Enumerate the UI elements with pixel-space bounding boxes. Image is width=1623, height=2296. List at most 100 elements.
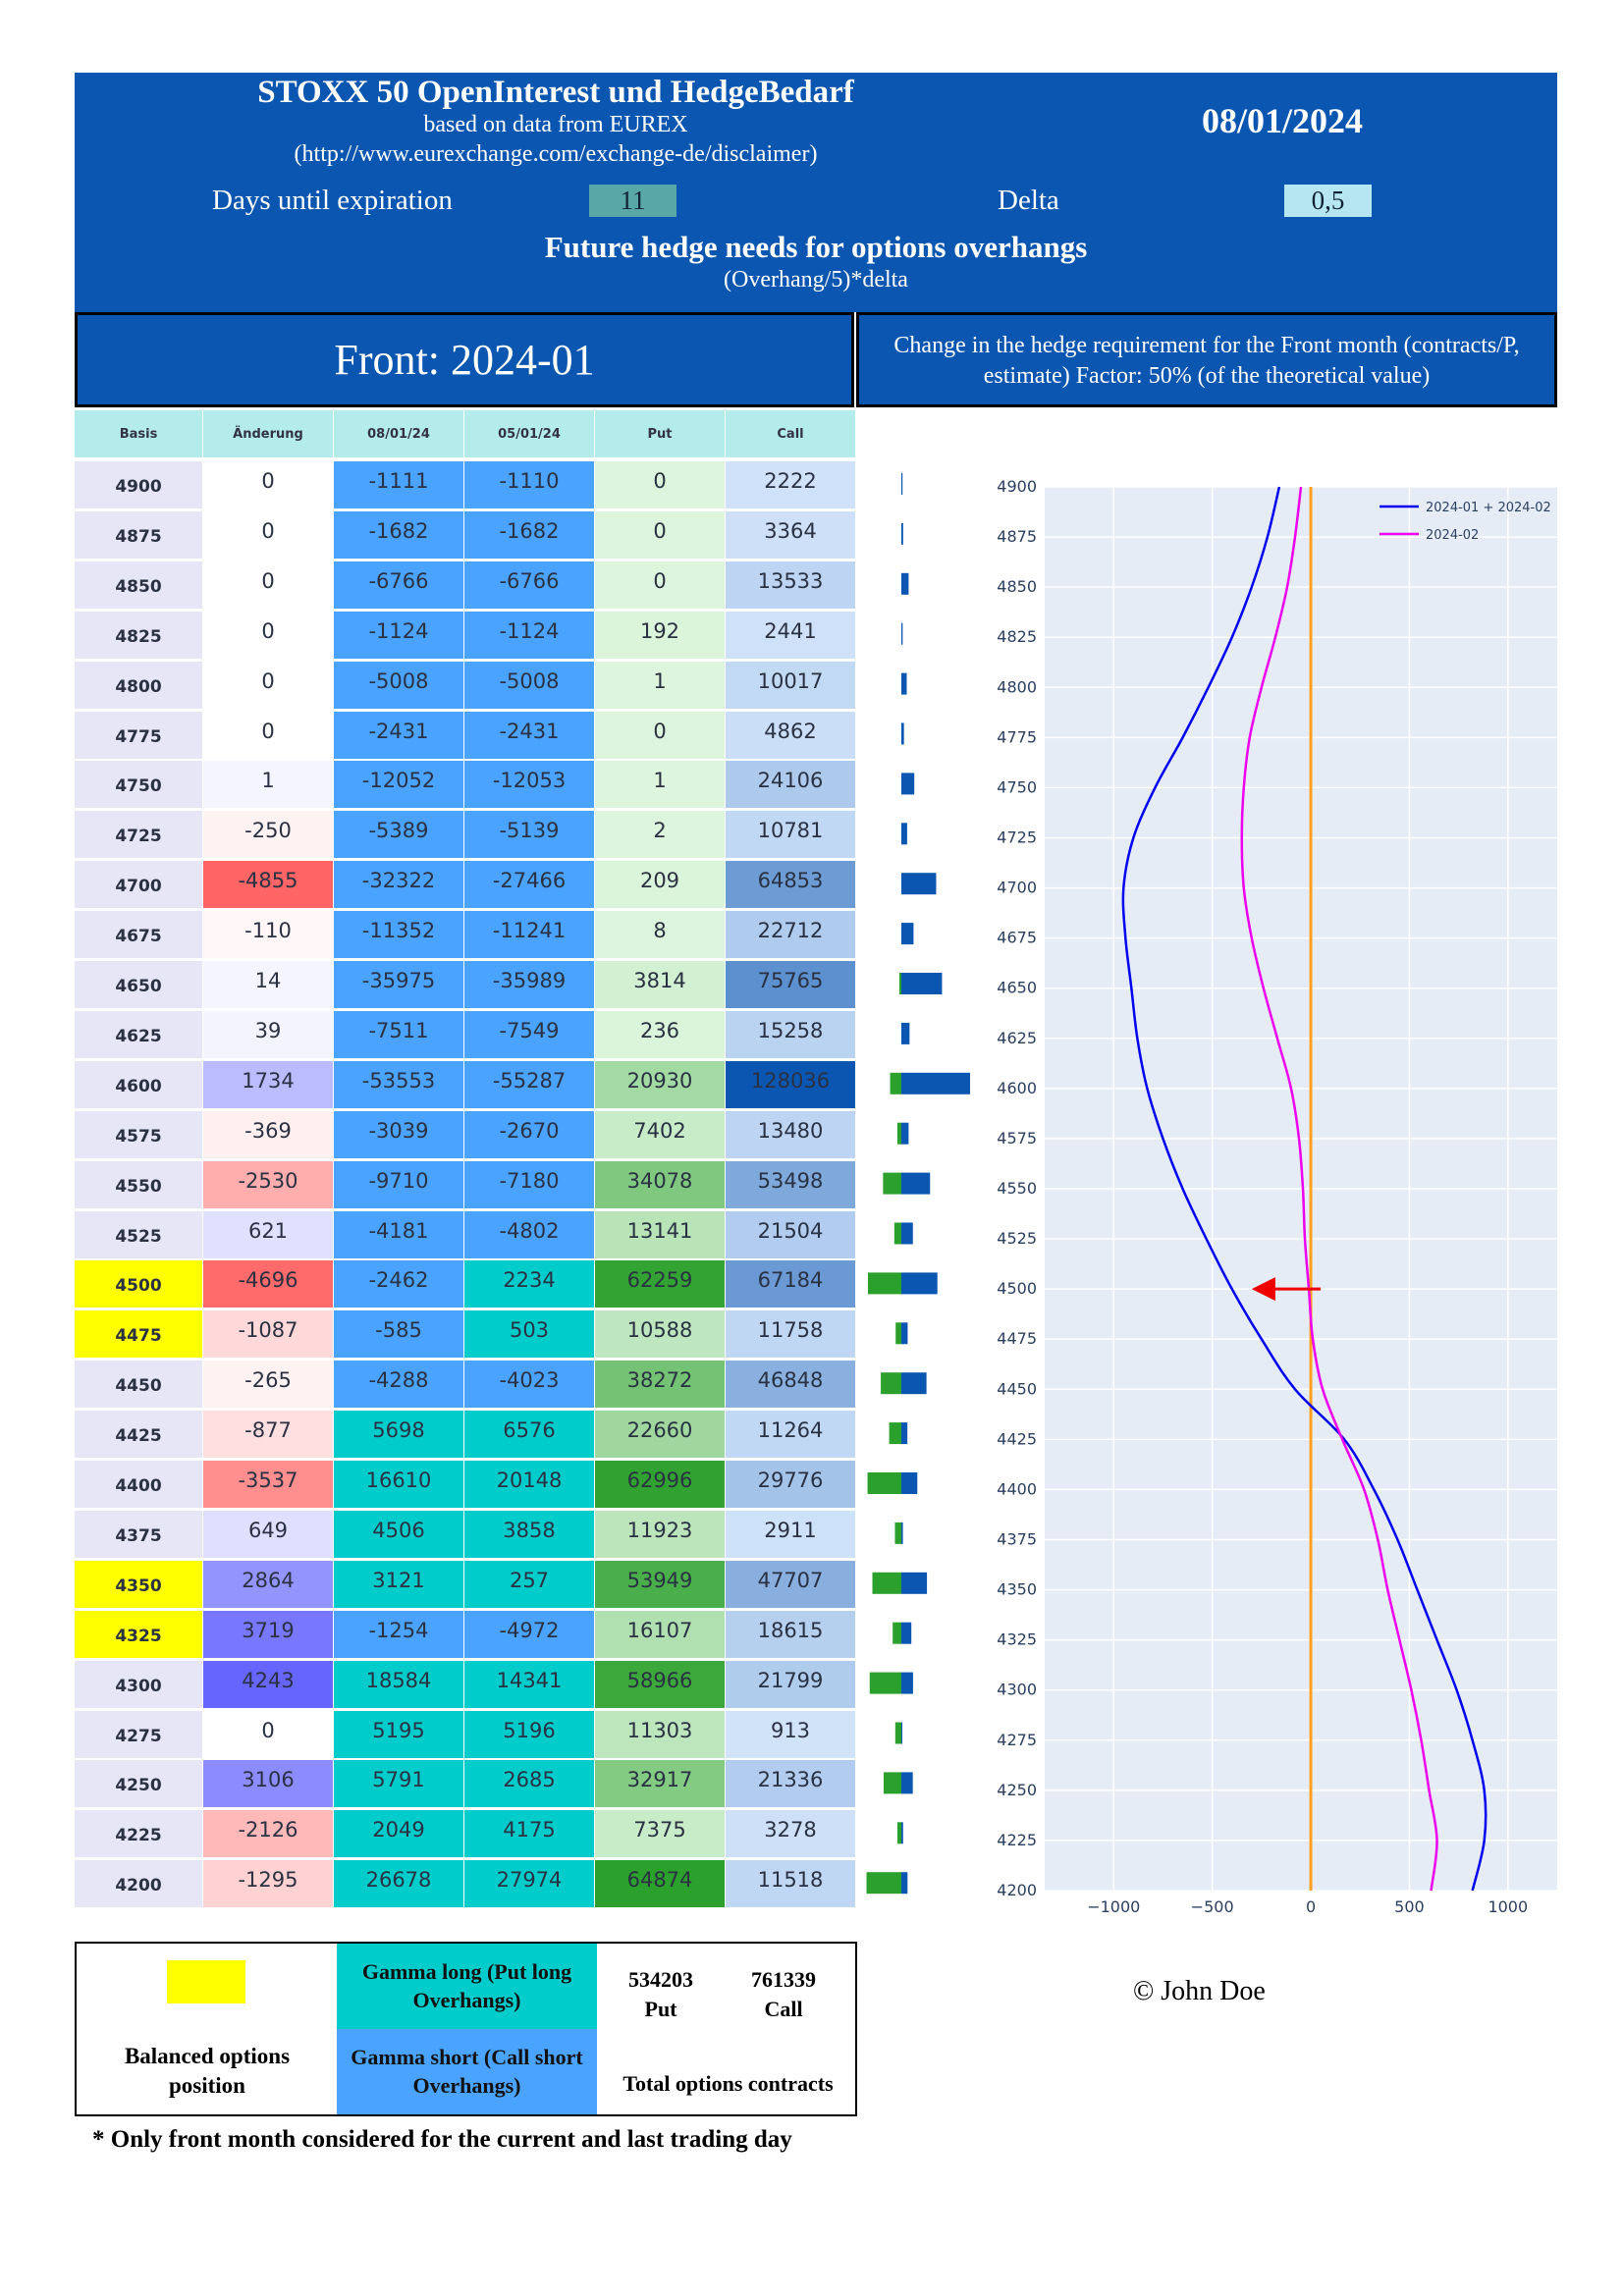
change-cell: -3537 xyxy=(203,1461,334,1509)
basis-cell: 4300 xyxy=(75,1660,203,1709)
put-cell: 209 xyxy=(595,861,726,910)
previous-hedge-cell: 27974 xyxy=(464,1860,595,1909)
y-tick-label: 4225 xyxy=(997,1831,1037,1849)
previous-hedge-cell: -2431 xyxy=(464,711,595,760)
call-cell: 2911 xyxy=(726,1510,856,1559)
call-bar xyxy=(901,1672,913,1694)
call-bar xyxy=(901,823,907,845)
put-call-bars xyxy=(866,473,970,1895)
basis-cell: 4325 xyxy=(75,1610,203,1659)
previous-hedge-cell: -55287 xyxy=(464,1060,595,1109)
header-banner: STOXX 50 OpenInterest und HedgeBedarf ba… xyxy=(75,73,1557,312)
x-tick-label: 500 xyxy=(1394,1897,1425,1916)
put-cell: 1 xyxy=(595,761,726,810)
put-cell: 64874 xyxy=(595,1860,726,1909)
call-cell: 128036 xyxy=(726,1060,856,1109)
column-header: Basis xyxy=(75,410,203,458)
y-tick-label: 4875 xyxy=(997,527,1037,546)
call-cell: 11264 xyxy=(726,1411,856,1460)
change-cell: 2864 xyxy=(203,1560,334,1609)
call-bar xyxy=(901,1072,970,1095)
current-hedge-cell: -2462 xyxy=(334,1260,464,1309)
put-cell: 7402 xyxy=(595,1110,726,1159)
change-cell: 649 xyxy=(203,1510,334,1559)
y-tick-label: 4300 xyxy=(997,1681,1037,1699)
change-cell: 39 xyxy=(203,1010,334,1059)
y-tick-label: 4575 xyxy=(997,1129,1037,1148)
total-contracts-label: Total options contracts xyxy=(622,2071,834,2096)
hedge-formula: (Overhang/5)*delta xyxy=(724,267,908,293)
change-cell: -2126 xyxy=(203,1810,334,1859)
delta-value: 0,5 xyxy=(1284,185,1372,217)
put-cell: 0 xyxy=(595,711,726,760)
previous-hedge-cell: -2670 xyxy=(464,1110,595,1159)
y-tick-label: 4650 xyxy=(997,979,1037,997)
legend-box: Balanced options position Gamma long (Pu… xyxy=(75,1942,857,2116)
basis-cell: 4425 xyxy=(75,1411,203,1460)
y-tick-label: 4400 xyxy=(997,1479,1037,1498)
basis-cell: 4375 xyxy=(75,1510,203,1559)
call-bar xyxy=(901,1472,918,1494)
legend-label-1: 2024-01 + 2024-02 xyxy=(1426,501,1551,515)
current-hedge-cell: -53553 xyxy=(334,1060,464,1109)
y-tick-label: 4825 xyxy=(997,627,1037,646)
put-cell: 2 xyxy=(595,811,726,860)
report-date: 08/01/2024 xyxy=(1201,101,1363,140)
current-hedge-cell: -1254 xyxy=(334,1610,464,1659)
call-bar xyxy=(901,522,903,545)
put-bar xyxy=(866,1872,901,1895)
put-cell: 192 xyxy=(595,611,726,660)
current-hedge-cell: 5791 xyxy=(334,1760,464,1809)
y-tick-label: 4350 xyxy=(997,1580,1037,1599)
current-hedge-cell: 2049 xyxy=(334,1810,464,1859)
put-bar xyxy=(896,1122,901,1145)
change-cell: 0 xyxy=(203,561,334,610)
put-bar xyxy=(867,1272,901,1295)
current-hedge-cell: -1682 xyxy=(334,510,464,560)
y-tick-label: 4725 xyxy=(997,828,1037,847)
change-cell: 0 xyxy=(203,661,334,710)
change-cell: 1 xyxy=(203,761,334,810)
front-month-label: Front: 2024-01 xyxy=(75,312,854,407)
previous-hedge-cell: -27466 xyxy=(464,861,595,910)
current-hedge-cell: -9710 xyxy=(334,1160,464,1209)
disclaimer-link[interactable]: (http://www.eurexchange.com/exchange-de/… xyxy=(294,141,818,167)
basis-cell: 4750 xyxy=(75,761,203,810)
current-hedge-cell: -5008 xyxy=(334,661,464,710)
previous-hedge-cell: 14341 xyxy=(464,1660,595,1709)
basis-cell: 4600 xyxy=(75,1060,203,1109)
call-cell: 11758 xyxy=(726,1310,856,1360)
change-cell: -877 xyxy=(203,1411,334,1460)
previous-hedge-cell: -7180 xyxy=(464,1160,595,1209)
y-tick-label: 4250 xyxy=(997,1781,1037,1799)
call-bar xyxy=(901,773,915,795)
previous-hedge-cell: 503 xyxy=(464,1310,595,1360)
call-cell: 47707 xyxy=(726,1560,856,1609)
change-cell: -250 xyxy=(203,811,334,860)
x-tick-label: 1000 xyxy=(1488,1897,1528,1916)
x-tick-label: −500 xyxy=(1191,1897,1234,1916)
put-cell: 1 xyxy=(595,661,726,710)
call-cell: 22712 xyxy=(726,911,856,960)
basis-cell: 4225 xyxy=(75,1810,203,1859)
current-hedge-cell: -3039 xyxy=(334,1110,464,1159)
footnote: * Only front month considered for the cu… xyxy=(92,2126,792,2153)
days-label: Days until expiration xyxy=(212,185,453,216)
current-hedge-cell: 5698 xyxy=(334,1411,464,1460)
y-tick-label: 4550 xyxy=(997,1179,1037,1198)
current-hedge-cell: -4181 xyxy=(334,1210,464,1259)
page-title: STOXX 50 OpenInterest und HedgeBedarf xyxy=(257,75,854,110)
hedge-line-chart: 4900 4875 4850 4825 4800 4775 4750 4725 4700 4675… xyxy=(997,477,1557,1916)
basis-cell: 4450 xyxy=(75,1361,203,1410)
call-bar xyxy=(901,572,909,595)
put-cell: 20930 xyxy=(595,1060,726,1109)
change-cell: 3719 xyxy=(203,1610,334,1659)
basis-cell: 4350 xyxy=(75,1560,203,1609)
previous-hedge-cell: -1124 xyxy=(464,611,595,660)
current-hedge-cell: -35975 xyxy=(334,961,464,1009)
current-hedge-cell: -585 xyxy=(334,1310,464,1360)
call-cell: 13533 xyxy=(726,561,856,610)
call-cell: 13480 xyxy=(726,1110,856,1159)
source-note: based on data from EUREX xyxy=(423,112,688,137)
column-header: 08/01/24 xyxy=(334,410,464,458)
